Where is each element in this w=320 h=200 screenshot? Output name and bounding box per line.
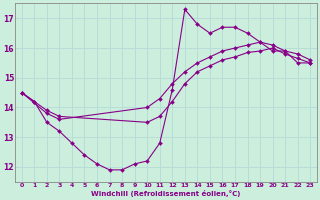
X-axis label: Windchill (Refroidissement éolien,°C): Windchill (Refroidissement éolien,°C) <box>91 190 241 197</box>
